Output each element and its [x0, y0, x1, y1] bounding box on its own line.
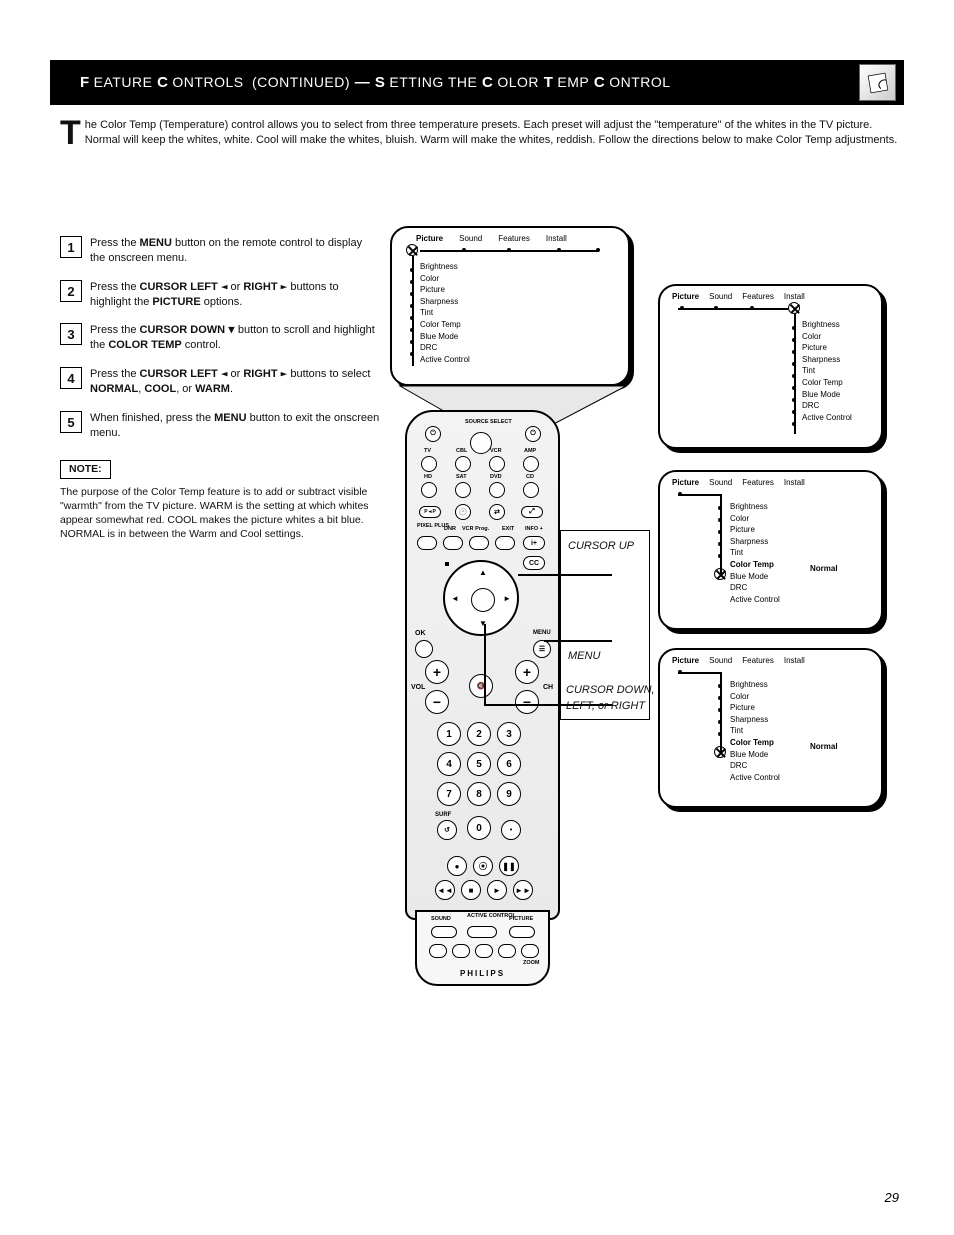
num-0-button[interactable]: 0: [467, 816, 491, 840]
brand-label: PHILIPS: [417, 969, 548, 978]
leader-box: [560, 530, 650, 720]
record-button[interactable]: ●: [447, 856, 467, 876]
dvd-button[interactable]: [489, 482, 505, 498]
zoom-button[interactable]: [521, 944, 539, 958]
step-1: 1 Press the MENU button on the remote co…: [60, 236, 380, 266]
tv-button[interactable]: [421, 456, 437, 472]
f4-button[interactable]: [498, 944, 516, 958]
page-number: 29: [885, 1190, 899, 1205]
source-select-label: SOURCE SELECT: [465, 420, 512, 426]
cursor-pad[interactable]: ▲ ▼ ◄ ►: [443, 560, 519, 636]
num-4-button[interactable]: 4: [437, 752, 461, 776]
info-button[interactable]: i+: [523, 536, 545, 550]
header-title: FEATURE CONTROLS (CONTINUED) — SETTING T…: [80, 74, 671, 91]
step-2: 2 Press the CURSOR LEFT ◄ or RIGHT ► but…: [60, 280, 380, 310]
remote-slideout: SOUND ACTIVE CONTROL PICTURE ZOOM PHILIP…: [415, 910, 550, 986]
pixel-plus-button[interactable]: [417, 536, 437, 550]
vcr-prog-button[interactable]: [469, 536, 489, 550]
intro-paragraph: T he Color Temp (Temperature) control al…: [60, 118, 900, 149]
screen-3: Picture Sound Features Install Brightnes…: [658, 470, 883, 630]
play-button[interactable]: ►: [487, 880, 507, 900]
active-control-button[interactable]: [467, 926, 497, 938]
ffwd-button[interactable]: ►►: [513, 880, 533, 900]
clock-button[interactable]: 🕐: [455, 504, 471, 520]
dnr-button[interactable]: [443, 536, 463, 550]
playback-row-2: ◄◄ ■ ► ►►: [435, 880, 533, 900]
rewind-button[interactable]: ◄◄: [435, 880, 455, 900]
num-7-button[interactable]: 7: [437, 782, 461, 806]
ch-up-button[interactable]: +: [515, 660, 539, 684]
screen-2: Picture Sound Features Install Brightnes…: [658, 284, 883, 449]
num-2-button[interactable]: 2: [467, 722, 491, 746]
swap-button[interactable]: ⇄: [489, 504, 505, 520]
screen-1: Picture Sound Features Install Brightnes…: [390, 226, 630, 386]
playback-row-1: ● ⦿ ❚❚: [447, 856, 519, 876]
vol-up-button[interactable]: +: [425, 660, 449, 684]
power-left-button[interactable]: ⏻: [425, 426, 441, 442]
power-right-button[interactable]: ⏻: [525, 426, 541, 442]
screen-4: Picture Sound Features Install Brightnes…: [658, 648, 883, 808]
hd-button[interactable]: [421, 482, 437, 498]
sound-button[interactable]: [431, 926, 457, 938]
cursor-center[interactable]: [471, 588, 495, 612]
ok-button[interactable]: [415, 640, 433, 658]
vcr-button[interactable]: [489, 456, 505, 472]
menu-button[interactable]: ☰: [533, 640, 551, 658]
header-bar: FEATURE CONTROLS (CONTINUED) — SETTING T…: [50, 60, 904, 105]
remote-control: SOURCE SELECT ⏻ ⏻ TV CBL VCR AMP HD SAT …: [405, 410, 560, 990]
hand-page-icon: [859, 64, 896, 101]
sat-button[interactable]: [455, 482, 471, 498]
num-9-button[interactable]: 9: [497, 782, 521, 806]
picture-button[interactable]: [509, 926, 535, 938]
mute-button[interactable]: 🔇: [469, 674, 493, 698]
cd-button[interactable]: [523, 482, 539, 498]
stop2-button[interactable]: ⦿: [473, 856, 493, 876]
num-5-button[interactable]: 5: [467, 752, 491, 776]
source-select-button[interactable]: [470, 432, 492, 454]
page: FEATURE CONTROLS (CONTINUED) — SETTING T…: [0, 0, 954, 1235]
surf-button[interactable]: ↺: [437, 820, 457, 840]
amp-button[interactable]: [523, 456, 539, 472]
note-title: NOTE:: [60, 460, 111, 478]
ptv-button[interactable]: P◄P: [419, 506, 441, 518]
f1-button[interactable]: [429, 944, 447, 958]
expand-button[interactable]: ⤢: [521, 506, 543, 518]
exit-button[interactable]: [495, 536, 515, 550]
remote-body: SOURCE SELECT ⏻ ⏻ TV CBL VCR AMP HD SAT …: [405, 410, 560, 920]
cbl-button[interactable]: [455, 456, 471, 472]
num-3-button[interactable]: 3: [497, 722, 521, 746]
dot-button[interactable]: •: [501, 820, 521, 840]
ch-down-button[interactable]: −: [515, 690, 539, 714]
steps-column: 1 Press the MENU button on the remote co…: [60, 236, 380, 541]
cc-button[interactable]: CC: [523, 556, 545, 570]
num-8-button[interactable]: 8: [467, 782, 491, 806]
step-5: 5 When finished, press the MENU button t…: [60, 411, 380, 441]
num-6-button[interactable]: 6: [497, 752, 521, 776]
vol-down-button[interactable]: −: [425, 690, 449, 714]
step-3: 3 Press the CURSOR DOWN ▼ button to scro…: [60, 323, 380, 353]
f3-button[interactable]: [475, 944, 493, 958]
stop-button[interactable]: ■: [461, 880, 481, 900]
f2-button[interactable]: [452, 944, 470, 958]
note-box: NOTE: The purpose of the Color Temp feat…: [60, 460, 380, 541]
number-pad: 1 2 3 4 5 6 7 8 9: [437, 722, 521, 806]
num-1-button[interactable]: 1: [437, 722, 461, 746]
pause-button[interactable]: ❚❚: [499, 856, 519, 876]
step-4: 4 Press the CURSOR LEFT ◄ or RIGHT ► but…: [60, 367, 380, 397]
note-body: The purpose of the Color Temp feature is…: [60, 485, 380, 542]
